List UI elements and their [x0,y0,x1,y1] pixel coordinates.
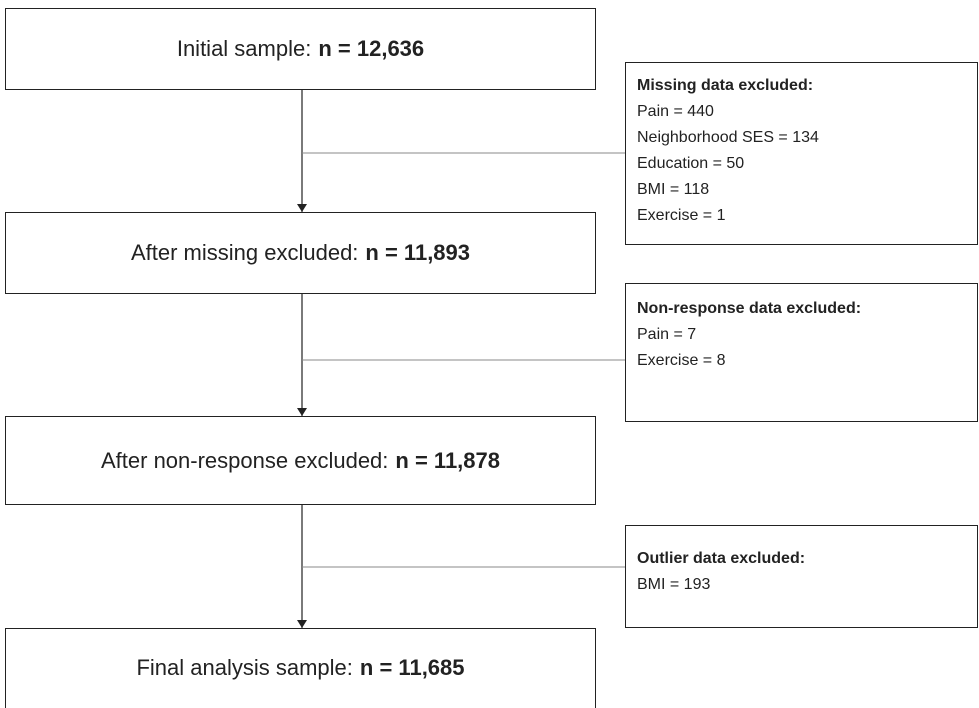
exclusion-box: Non-response data excluded: Pain = 7 Exerc… [625,283,978,422]
exclusion-item: Exercise = 1 [637,207,726,224]
step-count: n = 12,636 [318,36,425,61]
step-count: n = 11,893 [365,240,471,265]
exclusion-title: Missing data excluded: [637,77,814,94]
step-box: Initial sample: n = 12,636 [5,8,596,90]
exclusion-title: Non-response data excluded: [637,300,862,317]
exclusion-item: Exercise = 8 [637,352,726,369]
exclusion-item: Pain = 7 [637,326,697,343]
step-label: Initial sample: [176,36,312,61]
exclusion-box: Outlier data excluded: BMI = 193 [625,525,978,628]
step-count: n = 11,685 [359,655,465,680]
step-box: After missing excluded: n = 11,893 [5,212,596,294]
exclusion-item: Pain = 440 [637,103,714,120]
exclusion-title: Outlier data excluded: [637,550,806,567]
exclusion-item: BMI = 118 [637,181,710,198]
step-label: After non-response excluded: [101,447,389,473]
step-count: n = 11,878 [395,447,500,473]
step-box: After non-response excluded: n = 11,878 [5,416,596,505]
exclusion-item: Neighborhood SES = 134 [637,129,819,146]
step-box: Final analysis sample: n = 11,685 [5,628,596,708]
exclusion-item: Education = 50 [637,155,745,172]
exclusion-item: BMI = 193 [637,576,711,593]
exclusion-box: Missing data excluded: Pain = 440 Neighbor… [625,62,978,245]
step-label: After missing excluded: [130,240,359,265]
step-label: Final analysis sample: [136,655,353,680]
